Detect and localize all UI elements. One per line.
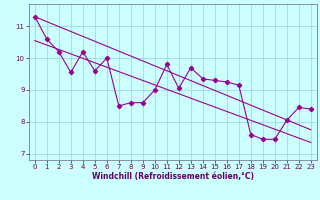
X-axis label: Windchill (Refroidissement éolien,°C): Windchill (Refroidissement éolien,°C)	[92, 172, 254, 181]
